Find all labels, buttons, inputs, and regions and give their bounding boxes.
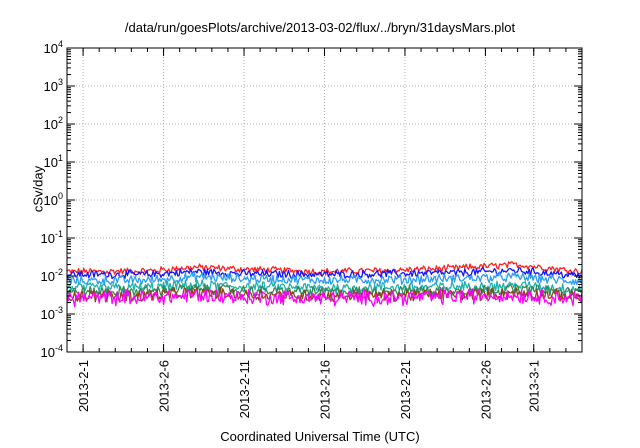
x-axis-label: Coordinated Universal Time (UTC)	[220, 429, 420, 444]
x-tick-label: 2013-3-1	[527, 360, 542, 412]
tick-layer: 10-4 10-3 10-2 10-1 100 101 102 103 104 2013-2-1 2…	[41, 39, 582, 419]
series-line-4	[66, 279, 583, 295]
y-tick-label: 103	[44, 77, 63, 94]
y-tick-label: 10-1	[41, 229, 63, 246]
chart-title: /data/run/goesPlots/archive/2013-03-02/f…	[124, 20, 516, 35]
x-tick-label: 2013-2-26	[478, 360, 493, 419]
y-tick-label: 10-4	[41, 343, 63, 360]
series-line-6	[66, 286, 583, 303]
series-line-7	[66, 288, 583, 308]
y-tick-label: 101	[44, 153, 63, 170]
x-tick-label: 2013-2-6	[157, 360, 172, 412]
grid-layer	[67, 48, 582, 352]
series-layer	[66, 261, 583, 308]
series-line-3	[66, 271, 583, 286]
series-line-2	[66, 267, 583, 280]
x-tick-label: 2013-2-1	[76, 360, 91, 412]
x-tick-label: 2013-2-16	[318, 360, 333, 419]
y-tick-label: 100	[44, 191, 63, 208]
y-tick-label: 104	[44, 39, 63, 56]
y-tick-label: 102	[44, 115, 63, 132]
x-tick-label: 2013-2-21	[398, 360, 413, 419]
y-tick-label: 10-2	[41, 267, 63, 284]
x-tick-label: 2013-2-11	[237, 360, 252, 418]
y-tick-label: 10-3	[41, 305, 63, 322]
